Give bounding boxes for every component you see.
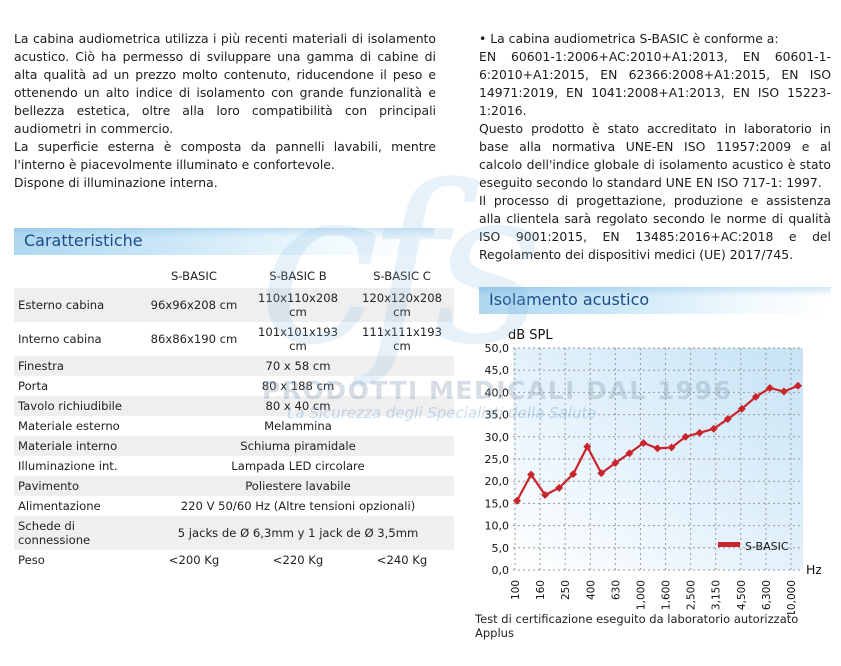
isolation-line-chart: 50,0 45,0 40,0 35,0 30,0 25,0 20,0 15,0 10,0 5,0 0… (485, 344, 822, 614)
row-value: <200 Kg (168, 553, 220, 567)
row-value-span: Schiuma piramidale (240, 439, 356, 453)
table-row: Esterno cabina 96x96x208 cm 110x110x208 cm… (14, 288, 454, 322)
table-row: Peso <200 Kg <220 Kg <240 Kg (14, 550, 454, 570)
x-tick-label: 400 (585, 580, 597, 600)
row-label: Finestra (18, 359, 64, 373)
section-header-caratteristiche: Caratteristiche (14, 228, 434, 255)
x-tick-label: 3,150 (711, 580, 723, 610)
row-value: 86x86x190 cm (150, 332, 238, 346)
compliance-paragraph: Il processo di progettazione, produzione… (479, 193, 831, 262)
x-axis-unit-label: Hz (806, 562, 821, 577)
y-tick-label: 15,0 (485, 497, 510, 510)
legend-label: S-BASIC (745, 540, 789, 553)
x-tick-label: 2,500 (686, 580, 698, 610)
row-label: Materiale esterno (18, 419, 120, 433)
left-column: La cabina audiometrica utilizza i più re… (14, 30, 436, 192)
y-tick-label: 20,0 (485, 475, 510, 488)
row-value: 101x101x193 cm (257, 325, 339, 353)
compliance-paragraph: • La cabina audiometrica S-BASIC è confo… (479, 31, 779, 46)
compliance-paragraph: Questo prodotto è stato accreditato in l… (479, 121, 831, 190)
y-tick-label: 45,0 (485, 364, 510, 377)
row-value-span: Lampada LED circolare (231, 459, 365, 473)
x-tick-label: 10,000 (786, 580, 798, 614)
row-label: Pavimento (18, 479, 80, 493)
table-header-row: S-BASIC S-BASIC B S-BASIC C (14, 264, 454, 288)
y-tick-label: 0,0 (492, 564, 510, 577)
y-tick-label: 10,0 (485, 520, 510, 533)
row-value-span: 80 x 40 cm (265, 399, 331, 413)
data-point-marker (611, 459, 620, 467)
row-label: Peso (18, 553, 45, 567)
intro-paragraphs: La cabina audiometrica utilizza i più re… (14, 30, 436, 192)
section-header-isolamento: Isolamento acustico (479, 287, 831, 314)
column-header-empty (14, 264, 142, 288)
y-tick-label: 35,0 (485, 409, 510, 422)
row-value: 110x110x208 cm (257, 291, 339, 319)
y-tick-label: 25,0 (485, 453, 510, 466)
section-title-caratteristiche: Caratteristiche (24, 231, 143, 250)
data-point-marker (541, 491, 550, 499)
column-header-model: S-BASIC B (269, 269, 327, 283)
table-row: Alimentazione 220 V 50/60 Hz (Altre tensi… (14, 496, 454, 516)
x-tick-label: 100 (510, 580, 522, 600)
table-row: Materiale interno Schiuma piramidale (14, 436, 454, 456)
section-title-isolamento: Isolamento acustico (489, 290, 650, 309)
intro-paragraph: La superficie esterna è composta da pann… (14, 139, 436, 172)
table-row: Finestra 70 x 58 cm (14, 356, 454, 376)
row-label: Materiale interno (18, 439, 118, 453)
row-label: Schede di connessione (18, 519, 91, 547)
x-tick-label: 250 (560, 580, 572, 600)
data-point-marker (667, 443, 676, 452)
row-label: Esterno cabina (18, 298, 105, 312)
row-value-span: Melammina (264, 419, 332, 433)
table-row: Pavimento Poliestere lavabile (14, 476, 454, 496)
intro-paragraph: La cabina audiometrica utilizza i più re… (14, 31, 436, 136)
x-tick-label: 630 (610, 580, 622, 600)
row-label: Interno cabina (18, 332, 102, 346)
column-header-model: S-BASIC (171, 269, 217, 283)
row-value: 120x120x208 cm (361, 291, 443, 319)
compliance-paragraph: EN 60601-1:2006+AC:2010+A1:2013, EN 6060… (479, 49, 831, 118)
table-row: Porta 80 x 188 cm (14, 376, 454, 396)
x-tick-label: 160 (535, 580, 547, 600)
row-label: Porta (18, 379, 49, 393)
legend-marker (718, 542, 740, 547)
chart-y-axis-title: dB SPL (508, 328, 553, 343)
data-point-marker (555, 483, 564, 492)
row-value: 96x96x208 cm (150, 298, 238, 312)
row-value-span: 80 x 188 cm (261, 379, 335, 393)
y-tick-label: 5,0 (492, 542, 510, 555)
table-row: Illuminazione int. Lampada LED circolare (14, 456, 454, 476)
table-row: Schede di connessione 5 jacks de Ø 6,3mm … (14, 516, 454, 550)
row-value: 111x111x193 cm (361, 325, 443, 353)
y-tick-label: 30,0 (485, 431, 510, 444)
row-label: Alimentazione (18, 499, 101, 513)
row-value-span: 70 x 58 cm (265, 359, 331, 373)
spec-table: S-BASIC S-BASIC B S-BASIC C Esterno cabina 9… (14, 264, 454, 570)
row-value-span: Poliestere lavabile (245, 479, 351, 493)
row-value: <240 Kg (376, 553, 428, 567)
table-row: Tavolo richiudibile 80 x 40 cm (14, 396, 454, 416)
y-tick-label: 40,0 (485, 386, 510, 399)
x-tick-label: 6,300 (761, 580, 773, 610)
row-label: Tavolo richiudibile (18, 399, 123, 413)
data-point-marker (681, 432, 690, 441)
y-tick-label: 50,0 (485, 344, 510, 355)
row-value-span: 5 jacks de Ø 6,3mm y 1 jack de Ø 3,5mm (177, 526, 419, 540)
intro-paragraph: Dispone di illuminazione interna. (14, 175, 218, 190)
column-header-model: S-BASIC C (373, 269, 431, 283)
row-label: Illuminazione int. (18, 459, 118, 473)
table-row: Interno cabina 86x86x190 cm 101x101x193 cm… (14, 322, 454, 356)
chart-caption: Test di certificazione eseguito da labor… (475, 612, 799, 640)
x-tick-label: 4,500 (736, 580, 748, 610)
compliance-paragraphs: • La cabina audiometrica S-BASIC è confo… (479, 30, 831, 264)
table-row: Materiale esterno Melammina (14, 416, 454, 436)
row-value-span: 220 V 50/60 Hz (Altre tensioni opzionali… (180, 499, 416, 513)
row-value: <220 Kg (272, 553, 324, 567)
x-tick-label: 1,000 (635, 580, 647, 610)
x-tick-label: 1,600 (661, 580, 673, 610)
